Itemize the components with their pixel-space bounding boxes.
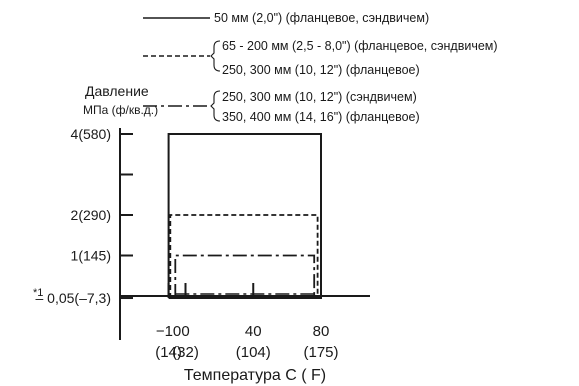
x-tick-label: 40 <box>245 323 262 340</box>
legend-label: 250, 300 мм (10, 12") (фланцевое) <box>222 63 420 77</box>
footnote-mark: *1 <box>33 287 43 299</box>
legend-label: 350, 400 мм (14, 16") (фланцевое) <box>222 110 420 124</box>
x-tick-label: 0 <box>181 323 189 340</box>
y-tick-label: 4(580) <box>71 126 111 142</box>
y-tick-label: – 0,05(–7,3) <box>36 290 112 306</box>
legend-brace <box>210 90 221 122</box>
x-tick-sublabel: (104) <box>236 344 271 361</box>
extra-marks <box>170 293 318 299</box>
legend-label: 65 - 200 мм (2,5 - 8,0") (фланцевое, сэн… <box>222 39 498 53</box>
x-tick-sublabel: (14) <box>155 344 182 361</box>
x-axis-label: Температура C ( F) <box>184 367 326 384</box>
x-tick-label: 80 <box>313 323 330 340</box>
x-tick-sublabel: (32) <box>172 344 199 361</box>
series-line-dash-dot <box>174 254 316 298</box>
x-tick-sublabel: (175) <box>303 344 338 361</box>
y-tick-label: 1(145) <box>71 248 111 264</box>
series-line-solid <box>167 133 322 299</box>
axes: 4(580) 2(290) 1(145) – 0,05(–7,3) −10 (14) 0 (3… <box>33 126 370 361</box>
y-tick-label: 2(290) <box>71 207 111 223</box>
legend: 50 мм (2,0") (фланцевое, сэндвичем) 65 - … <box>143 11 498 124</box>
x-tick-label: −10 <box>156 323 181 340</box>
legend-brace <box>210 40 221 72</box>
legend-label: 50 мм (2,0") (фланцевое, сэндвичем) <box>214 11 429 25</box>
y-axis-unit-label: МПа (ф/кв.д.) <box>83 103 158 117</box>
y-axis-label: Давление <box>85 83 149 99</box>
legend-label: 250, 300 мм (10, 12") (сэндвичем) <box>222 90 417 104</box>
series-line-dashed <box>169 214 319 298</box>
series-group <box>167 133 322 299</box>
